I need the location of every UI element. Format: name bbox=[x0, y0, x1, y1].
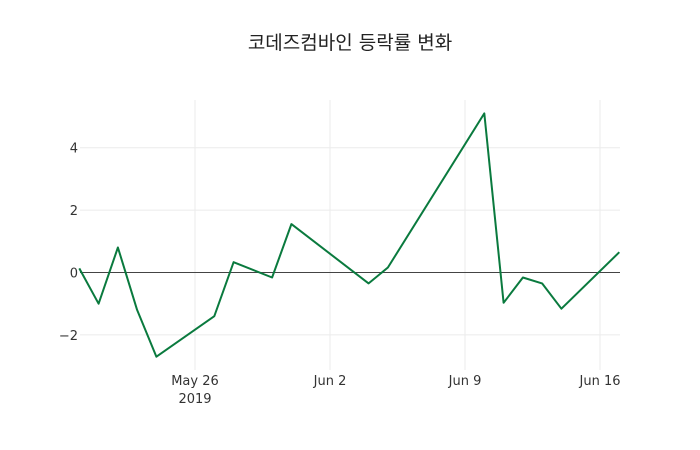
x-tick-label: Jun 2 bbox=[313, 374, 347, 389]
y-axis: −2 0 2 4 bbox=[59, 142, 78, 344]
series-line bbox=[78, 112, 620, 358]
chart-title: 코데즈컴바인 등락률 변화 bbox=[248, 32, 452, 54]
y-tick-label: 4 bbox=[70, 142, 78, 157]
x-tick-label: Jun 16 bbox=[579, 374, 621, 389]
gridlines bbox=[80, 100, 620, 370]
x-tick-label: Jun 9 bbox=[448, 374, 482, 389]
x-tick-year: 2019 bbox=[178, 392, 211, 407]
y-tick-label: 2 bbox=[70, 204, 78, 219]
y-tick-label: −2 bbox=[59, 329, 78, 344]
y-tick-label: 0 bbox=[70, 267, 78, 282]
x-tick-label: May 26 bbox=[171, 374, 219, 389]
x-axis: May 26 2019 Jun 2 Jun 9 Jun 16 bbox=[171, 374, 620, 407]
